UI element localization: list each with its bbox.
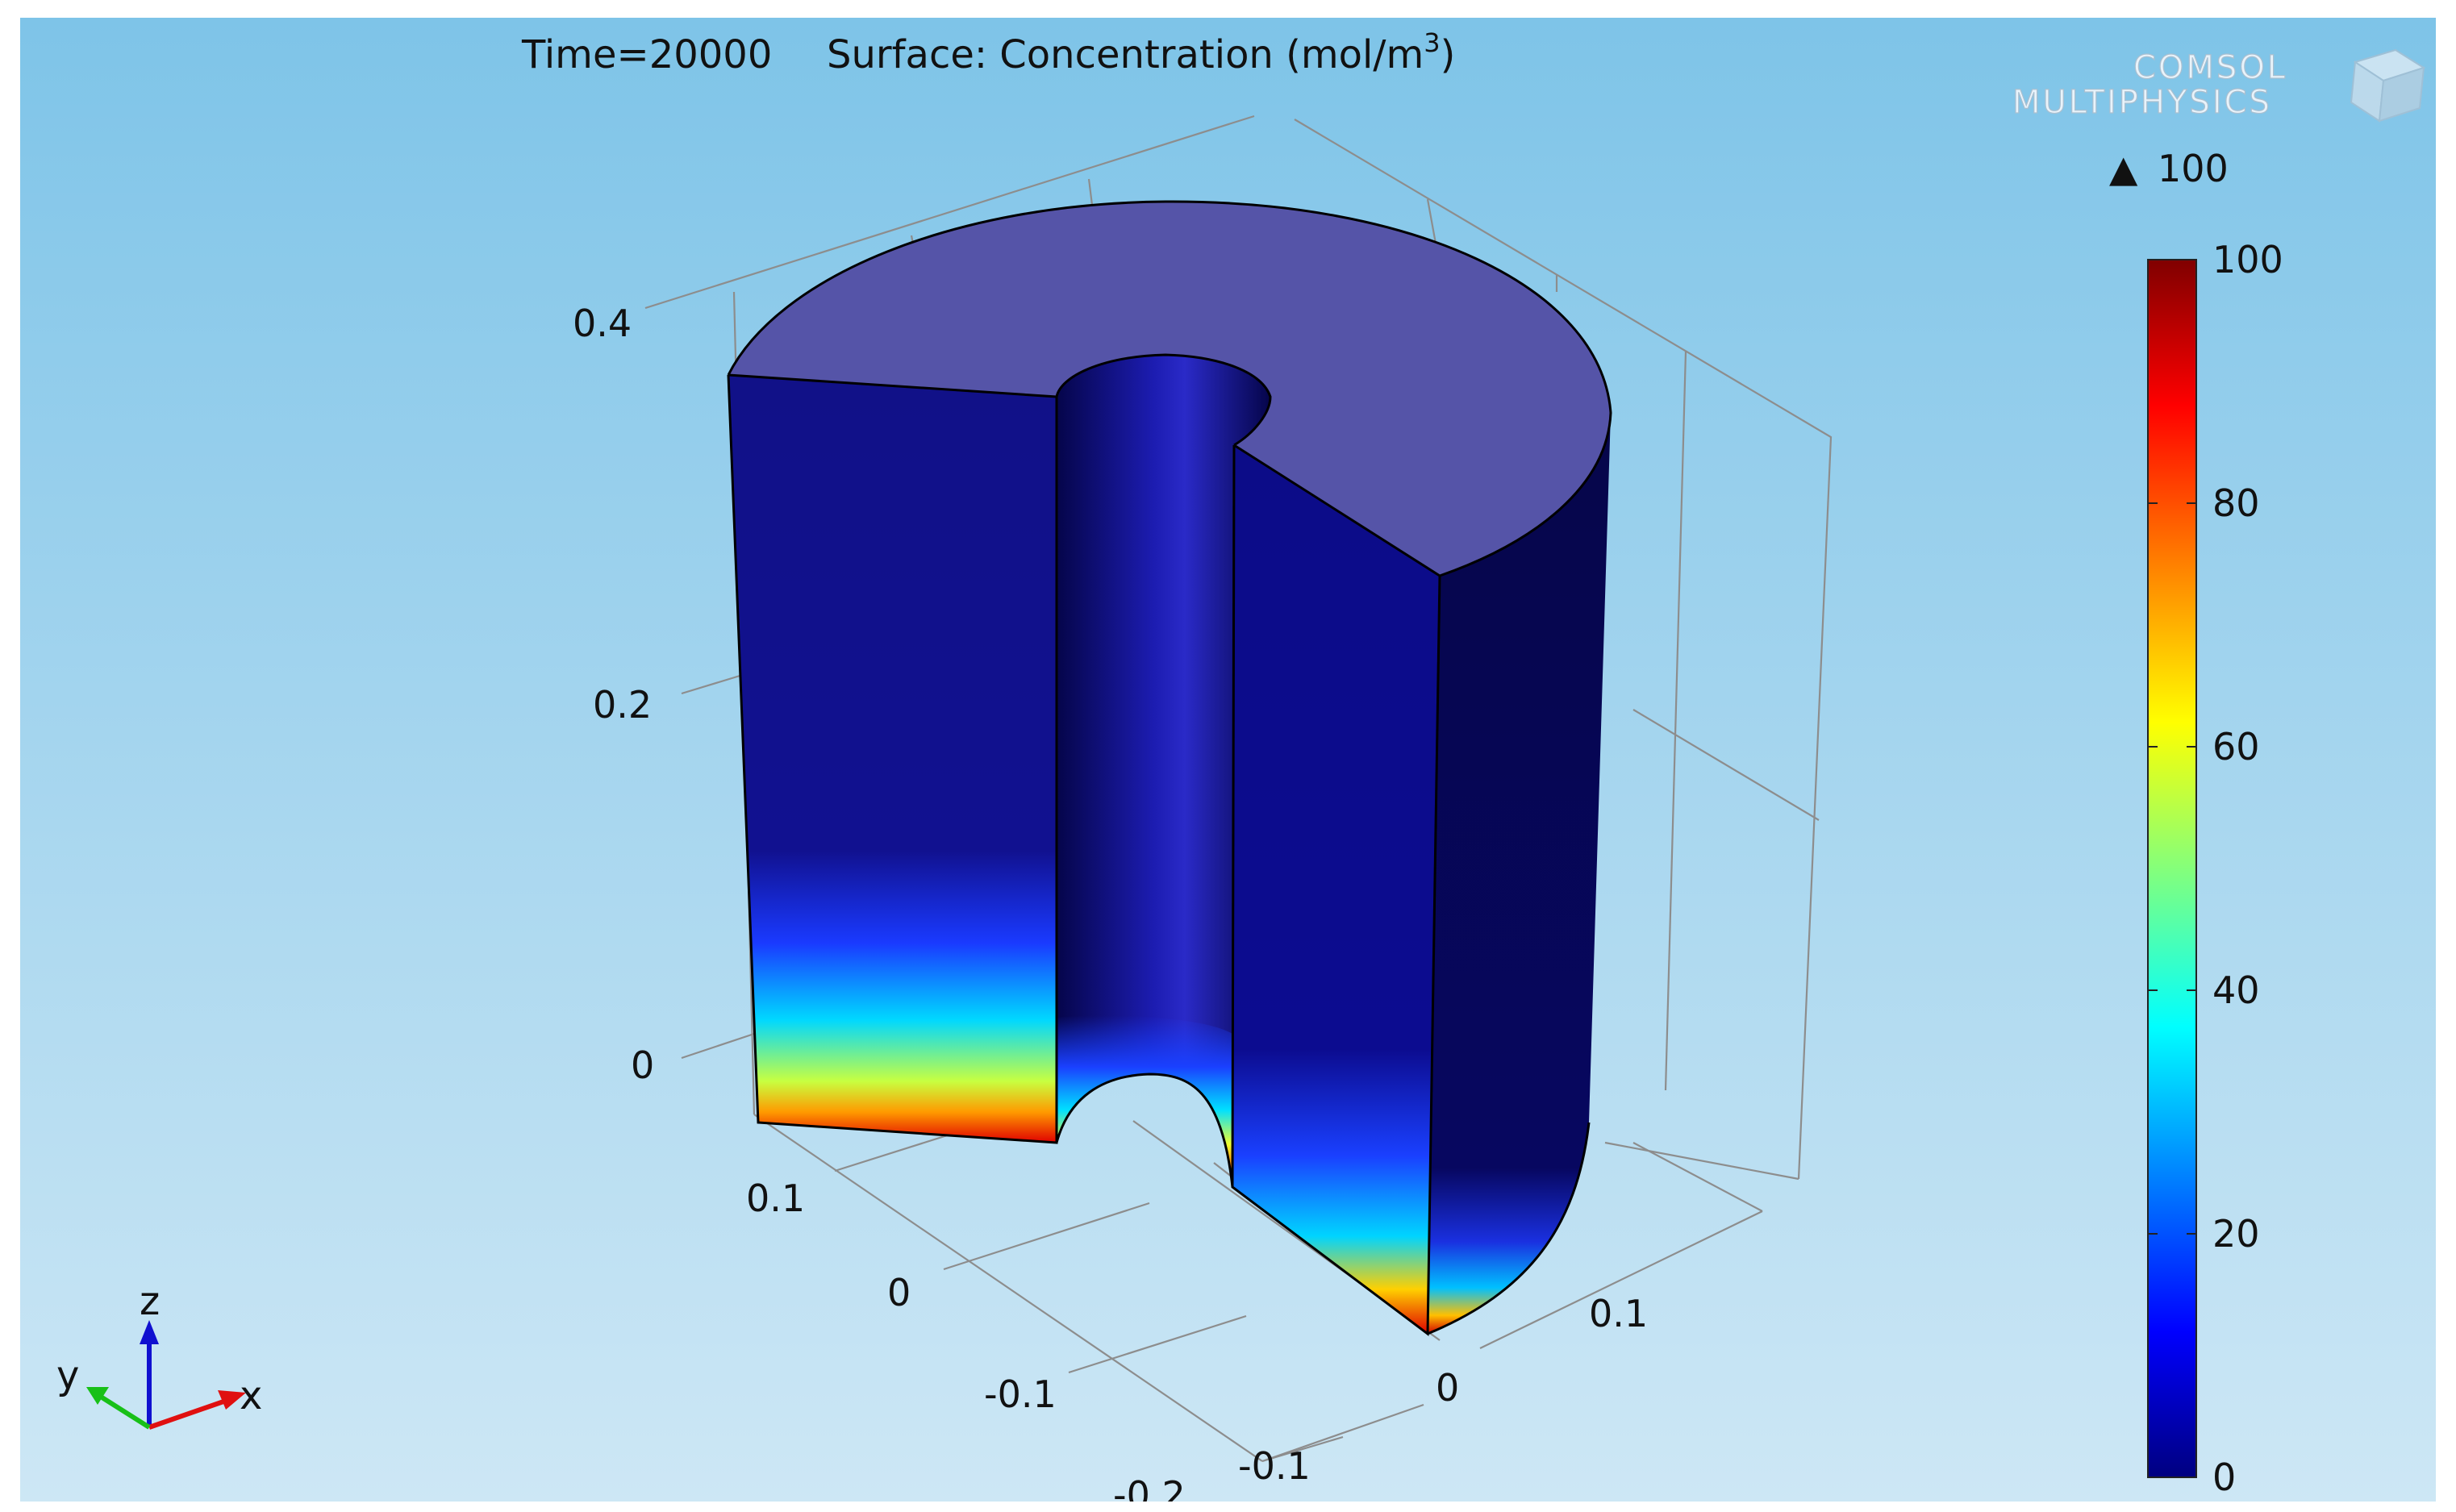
max-marker-icon: ▲ [2109,147,2138,190]
plot-title-expression: Surface: Concentration (mol/m3) [827,27,1455,77]
triad-z-label: z [140,1279,160,1324]
colorbar: 100 80 60 40 20 0 [2147,238,2283,1499]
triad-z-arrow-icon [140,1320,159,1344]
triad-y-axis [99,1394,151,1430]
z-tick-label: 0.4 [573,302,632,345]
triad-x-arrow-icon [218,1390,246,1410]
inner-cylinder-face [1057,355,1270,1187]
colorbar-tick-label: 100 [2212,238,2283,281]
plot-title-close: ) [1441,32,1456,77]
concentration-surface [727,200,1612,1336]
top-face [728,201,1611,576]
logo-line-2: MULTIPHYSICS [2012,84,2272,121]
plot-title-exponent: 3 [1424,27,1440,58]
x-tick-label: 0 [1436,1366,1459,1410]
colorbar-tick-label: 40 [2212,968,2260,1012]
plot-area: 0.4 0.2 0 0.1 0 -0.1 -0.2 -0.1 0 0.1 Tim… [20,18,2436,1502]
y-tick-label: -0.2 [1113,1473,1186,1502]
colorbar-tick-label: 60 [2212,725,2260,768]
y-tick-label: -0.1 [984,1372,1057,1416]
max-value: 100 [2158,147,2229,190]
axis-triad: z y x [56,1279,262,1430]
plot-title-time: Time=20000 [521,32,772,77]
triad-x-label: x [240,1373,262,1418]
y-tick-label: 0.1 [746,1177,805,1220]
logo-cube-icon [2350,48,2426,123]
outer-curved-face [1428,413,1611,1334]
x-tick-label: 0.1 [1589,1292,1648,1335]
plot-svg: 0.4 0.2 0 0.1 0 -0.1 -0.2 -0.1 0 0.1 Tim… [20,18,2436,1502]
triad-y-label: y [56,1353,79,1398]
left-cut-face [728,375,1057,1143]
front-cut-face [1232,445,1440,1334]
triad-y-arrow-icon [86,1387,109,1405]
colorbar-gradient [2147,259,2197,1478]
logo-line-1: COMSOL [2133,49,2287,86]
triad-x-axis [148,1398,227,1430]
inner-cylinder-heat [1057,1015,1232,1187]
colorbar-tick-label: 0 [2212,1456,2236,1499]
y-tick-label: 0 [887,1271,911,1314]
x-tick-label: -0.1 [1238,1444,1311,1488]
comsol-logo: COMSOL MULTIPHYSICS [2012,48,2426,123]
z-tick-label: 0 [631,1043,654,1087]
colorbar-ticks: 100 80 60 40 20 0 [2148,238,2283,1499]
z-tick-label: 0.2 [593,683,652,727]
colorbar-tick-label: 20 [2212,1212,2260,1256]
colorbar-tick-label: 80 [2212,481,2260,525]
